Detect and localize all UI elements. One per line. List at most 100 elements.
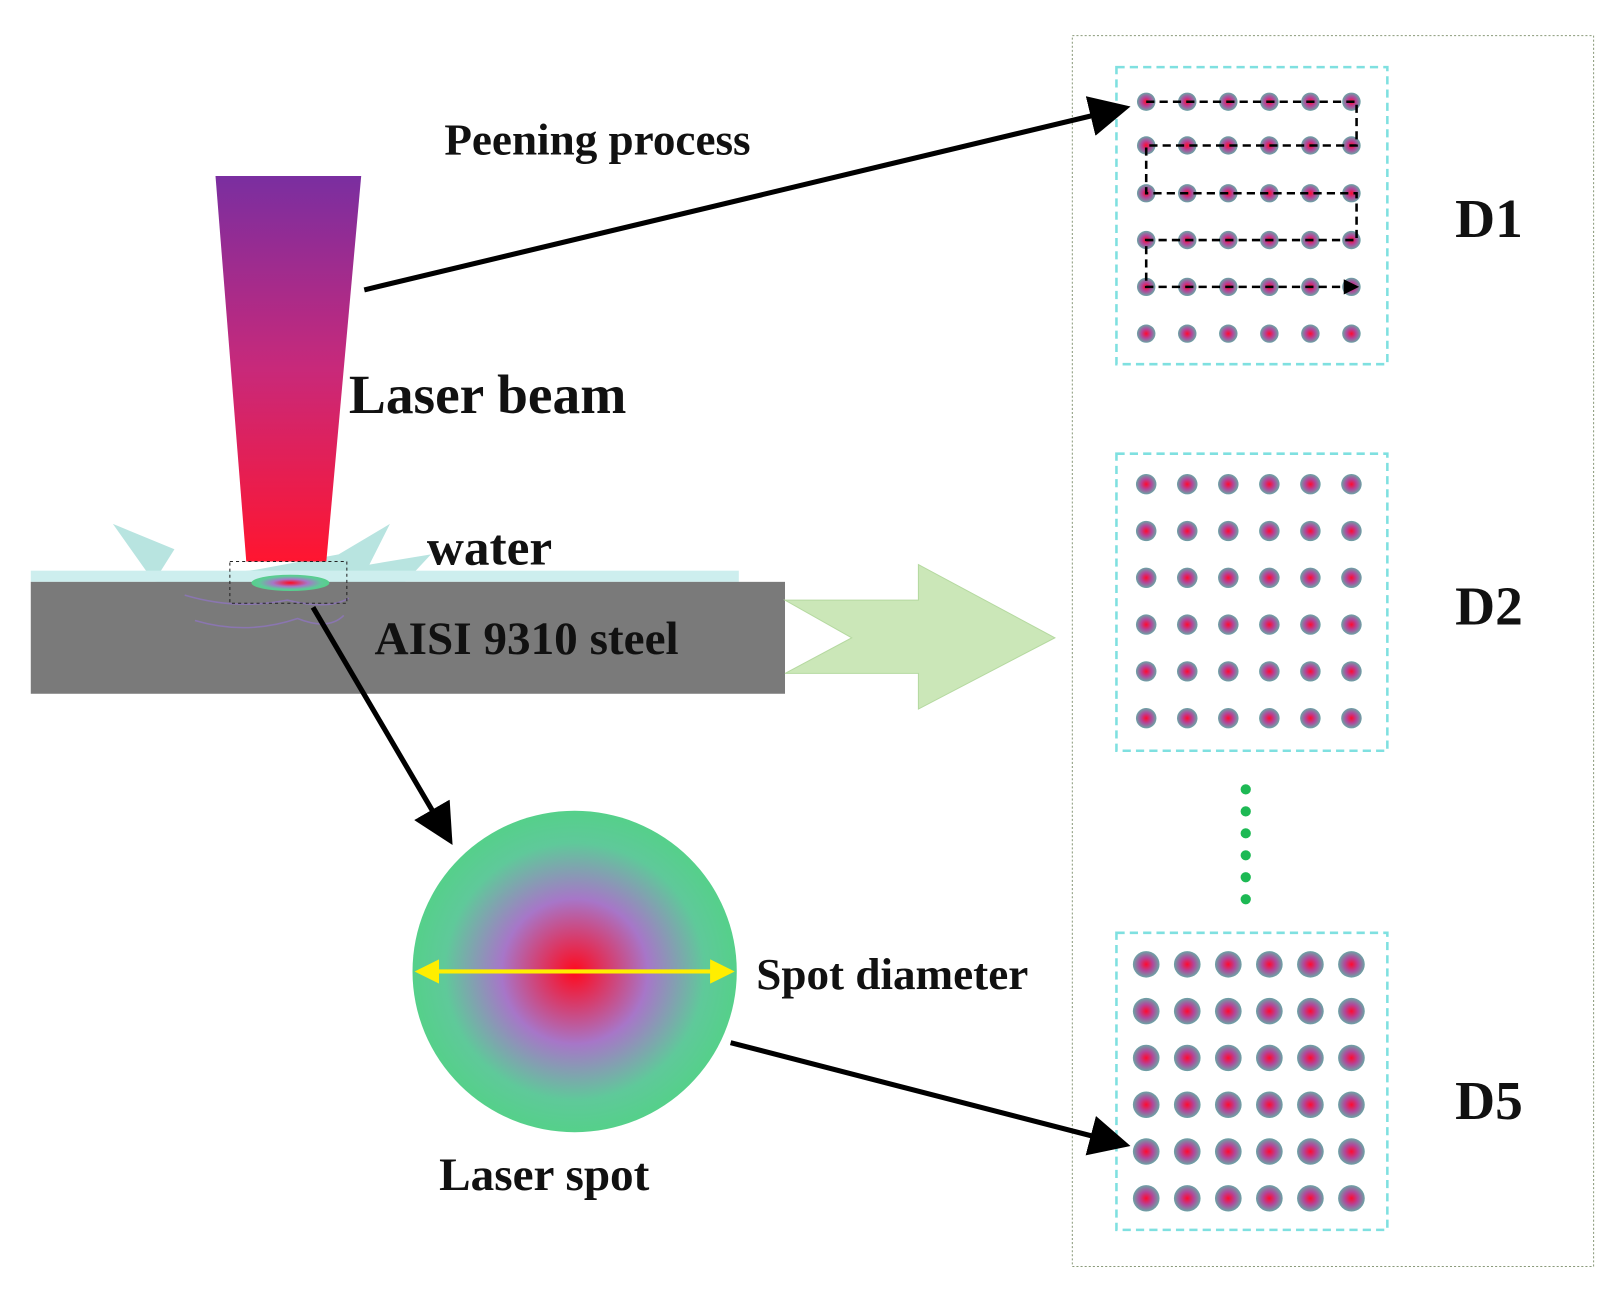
peen-dot [1259, 474, 1280, 495]
arrow [363, 96, 1131, 293]
peen-dot [1218, 708, 1239, 729]
peen-dot [1260, 324, 1279, 343]
peen-dot [1341, 661, 1362, 682]
peen-dot [1342, 324, 1361, 343]
zoom-box [229, 561, 348, 604]
peen-dot [1218, 614, 1239, 635]
peen-dot [1297, 997, 1324, 1025]
peen-dot [1132, 1044, 1160, 1072]
panels: D1 D2 D5 [1115, 65, 1523, 1232]
peen-dot [1297, 1185, 1324, 1212]
peen-dot [1214, 951, 1242, 978]
ellipsis-dot [1240, 894, 1251, 905]
peen-dot [1300, 661, 1321, 682]
peen-dot [1173, 1185, 1201, 1212]
pattern-box [1115, 931, 1389, 1232]
peen-dot [1300, 520, 1321, 542]
peen-dot [1214, 1138, 1242, 1165]
pattern-box [1115, 452, 1389, 752]
ellipsis-dot [1240, 828, 1251, 839]
water-layer [30, 570, 739, 582]
pattern-box [1115, 65, 1389, 366]
peen-dot [1218, 661, 1239, 682]
arrow [310, 606, 453, 845]
peen-dot [1256, 951, 1283, 978]
ellipsis-dot [1240, 850, 1251, 861]
peen-dot [1176, 520, 1198, 542]
panel-frame [1071, 35, 1595, 1267]
peen-dot [1256, 1185, 1283, 1212]
peen-dot [1338, 951, 1365, 978]
transfer-arrow [783, 563, 1056, 710]
peen-dot [1214, 1091, 1242, 1118]
peen-dot [1297, 1044, 1324, 1072]
surface-spot [251, 574, 330, 592]
peen-dot [1135, 520, 1157, 542]
ellipsis-dot [1240, 784, 1251, 795]
panel-label: D5 [1455, 1070, 1523, 1131]
peen-dot [1214, 1044, 1242, 1072]
peen-dot [1259, 520, 1280, 542]
peen-dot [1219, 136, 1238, 155]
ellipsis-dot [1240, 806, 1251, 817]
peen-dot [1135, 474, 1157, 495]
peen-dot [1297, 951, 1324, 978]
label: Laser beam [349, 364, 626, 425]
peen-dot [1256, 997, 1283, 1025]
peen-dot [1301, 184, 1320, 203]
peen-dot [1214, 997, 1242, 1025]
peen-dot [1135, 708, 1157, 729]
peen-dot [1176, 708, 1198, 729]
peen-dot [1176, 567, 1198, 588]
peen-dot [1176, 661, 1198, 682]
peen-dot [1341, 614, 1362, 635]
peen-dot [1338, 997, 1365, 1025]
water-splash [112, 523, 431, 582]
peen-dot [1338, 1044, 1365, 1072]
peen-dot [1132, 951, 1160, 978]
panel-label: D2 [1455, 576, 1523, 637]
label: Peening process [444, 115, 750, 165]
peen-dot [1341, 520, 1362, 542]
peen-dot [1256, 1044, 1283, 1072]
peen-dot [1341, 567, 1362, 588]
shock-waves [184, 594, 350, 629]
peen-dot [1338, 1138, 1365, 1165]
peen-dot [1300, 474, 1321, 495]
peen-dot [1173, 1091, 1201, 1118]
peen-dot [1341, 474, 1362, 495]
peen-dot [1173, 997, 1201, 1025]
ellipsis-dot [1240, 872, 1251, 883]
peen-dot [1259, 567, 1280, 588]
peen-dot [1218, 520, 1239, 542]
peen-dot [1341, 708, 1362, 729]
peen-dot [1259, 661, 1280, 682]
peen-dot [1218, 474, 1239, 495]
arrow [729, 1040, 1131, 1156]
peen-dot [1218, 567, 1239, 588]
panel-label: D1 [1455, 188, 1523, 249]
peen-dot [1132, 1138, 1160, 1165]
peen-dot [1259, 614, 1280, 635]
peen-dot [1338, 1091, 1365, 1118]
peen-dot [1132, 997, 1160, 1025]
peen-dot [1300, 614, 1321, 635]
peen-dot [1135, 567, 1157, 588]
peen-dot [1136, 324, 1156, 343]
label: Laser spot [439, 1149, 650, 1201]
peen-dot [1301, 324, 1320, 343]
peen-dot [1136, 136, 1156, 155]
peen-dot [1219, 324, 1238, 343]
label: water [427, 520, 552, 577]
peen-dot [1176, 614, 1198, 635]
peen-dot [1338, 1185, 1365, 1212]
peen-dot [1178, 136, 1197, 155]
scan-path [1144, 100, 1360, 295]
peen-dot [1135, 661, 1157, 682]
steel-plate [30, 581, 786, 694]
peen-dot [1173, 1138, 1201, 1165]
peen-dot [1132, 1185, 1160, 1212]
peen-dot [1259, 708, 1280, 729]
label: Spot diameter [756, 949, 1028, 999]
